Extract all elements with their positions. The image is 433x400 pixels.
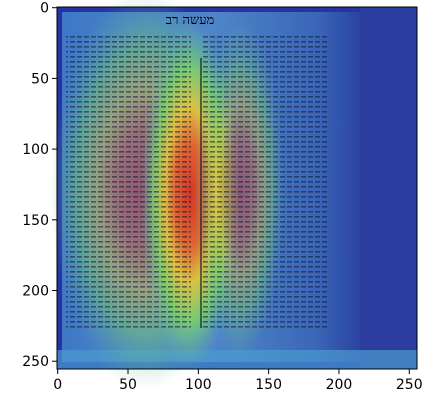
y-tick-label: 250 [22,354,49,370]
x-tick-label: 50 [119,377,137,393]
y-tick-label: 100 [22,142,49,158]
x-tick-label: 250 [396,377,423,393]
y-tick-label: 150 [22,213,49,229]
y-tick-label: 50 [31,71,49,87]
image-text: מעשה רב [166,13,215,28]
x-tick-label: 150 [255,377,282,393]
axes-frame [56,6,418,370]
x-tick-label: 100 [185,377,212,393]
x-tick-label: 0 [53,377,62,393]
y-tick-label: 0 [40,1,49,17]
y-tick-label: 200 [22,284,49,300]
x-tick-label: 200 [326,377,353,393]
heatmap-image: מעשה רב [50,0,417,390]
